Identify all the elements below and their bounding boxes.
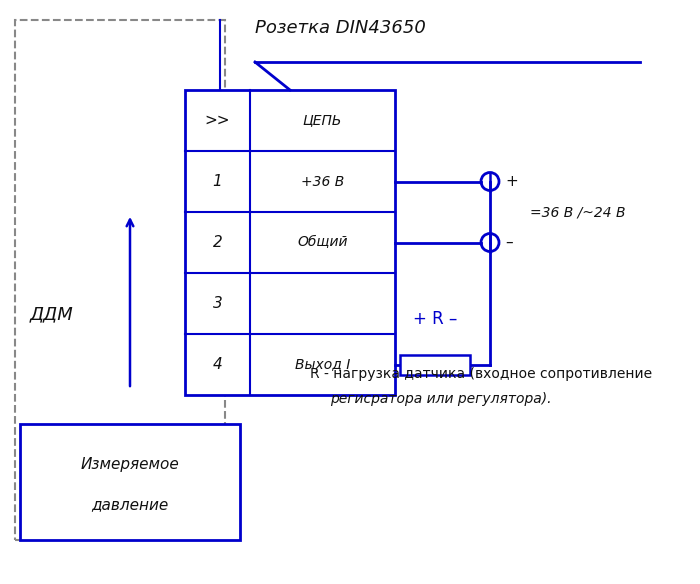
Text: Общий: Общий bbox=[298, 235, 348, 249]
Text: 3: 3 bbox=[213, 296, 223, 311]
Text: регисратора или регулятора).: регисратора или регулятора). bbox=[330, 392, 552, 406]
Text: R - нагрузка датчика (входное сопротивление: R - нагрузка датчика (входное сопротивле… bbox=[310, 367, 652, 381]
Text: 4: 4 bbox=[213, 357, 223, 372]
Text: +36 В: +36 В bbox=[301, 175, 344, 189]
Text: Розетка DIN43650: Розетка DIN43650 bbox=[255, 19, 426, 37]
Text: ДДМ: ДДМ bbox=[30, 305, 74, 323]
Text: –: – bbox=[505, 235, 512, 250]
Text: Измеряемое: Измеряемое bbox=[80, 457, 179, 472]
Text: >>: >> bbox=[204, 113, 230, 128]
Text: + R –: + R – bbox=[413, 311, 457, 328]
Text: 1: 1 bbox=[213, 174, 223, 189]
Text: +: + bbox=[505, 174, 518, 189]
Text: ЦЕПЬ: ЦЕПЬ bbox=[303, 113, 342, 127]
Bar bbox=[400, 354, 470, 374]
Text: давление: давление bbox=[92, 498, 169, 513]
Text: Выход I: Выход I bbox=[295, 357, 350, 371]
Bar bbox=[15, 20, 225, 540]
Bar bbox=[20, 424, 240, 540]
Bar bbox=[185, 90, 395, 395]
Text: 2: 2 bbox=[213, 235, 223, 250]
Text: =36 В /~24 В: =36 В /~24 В bbox=[530, 205, 626, 219]
